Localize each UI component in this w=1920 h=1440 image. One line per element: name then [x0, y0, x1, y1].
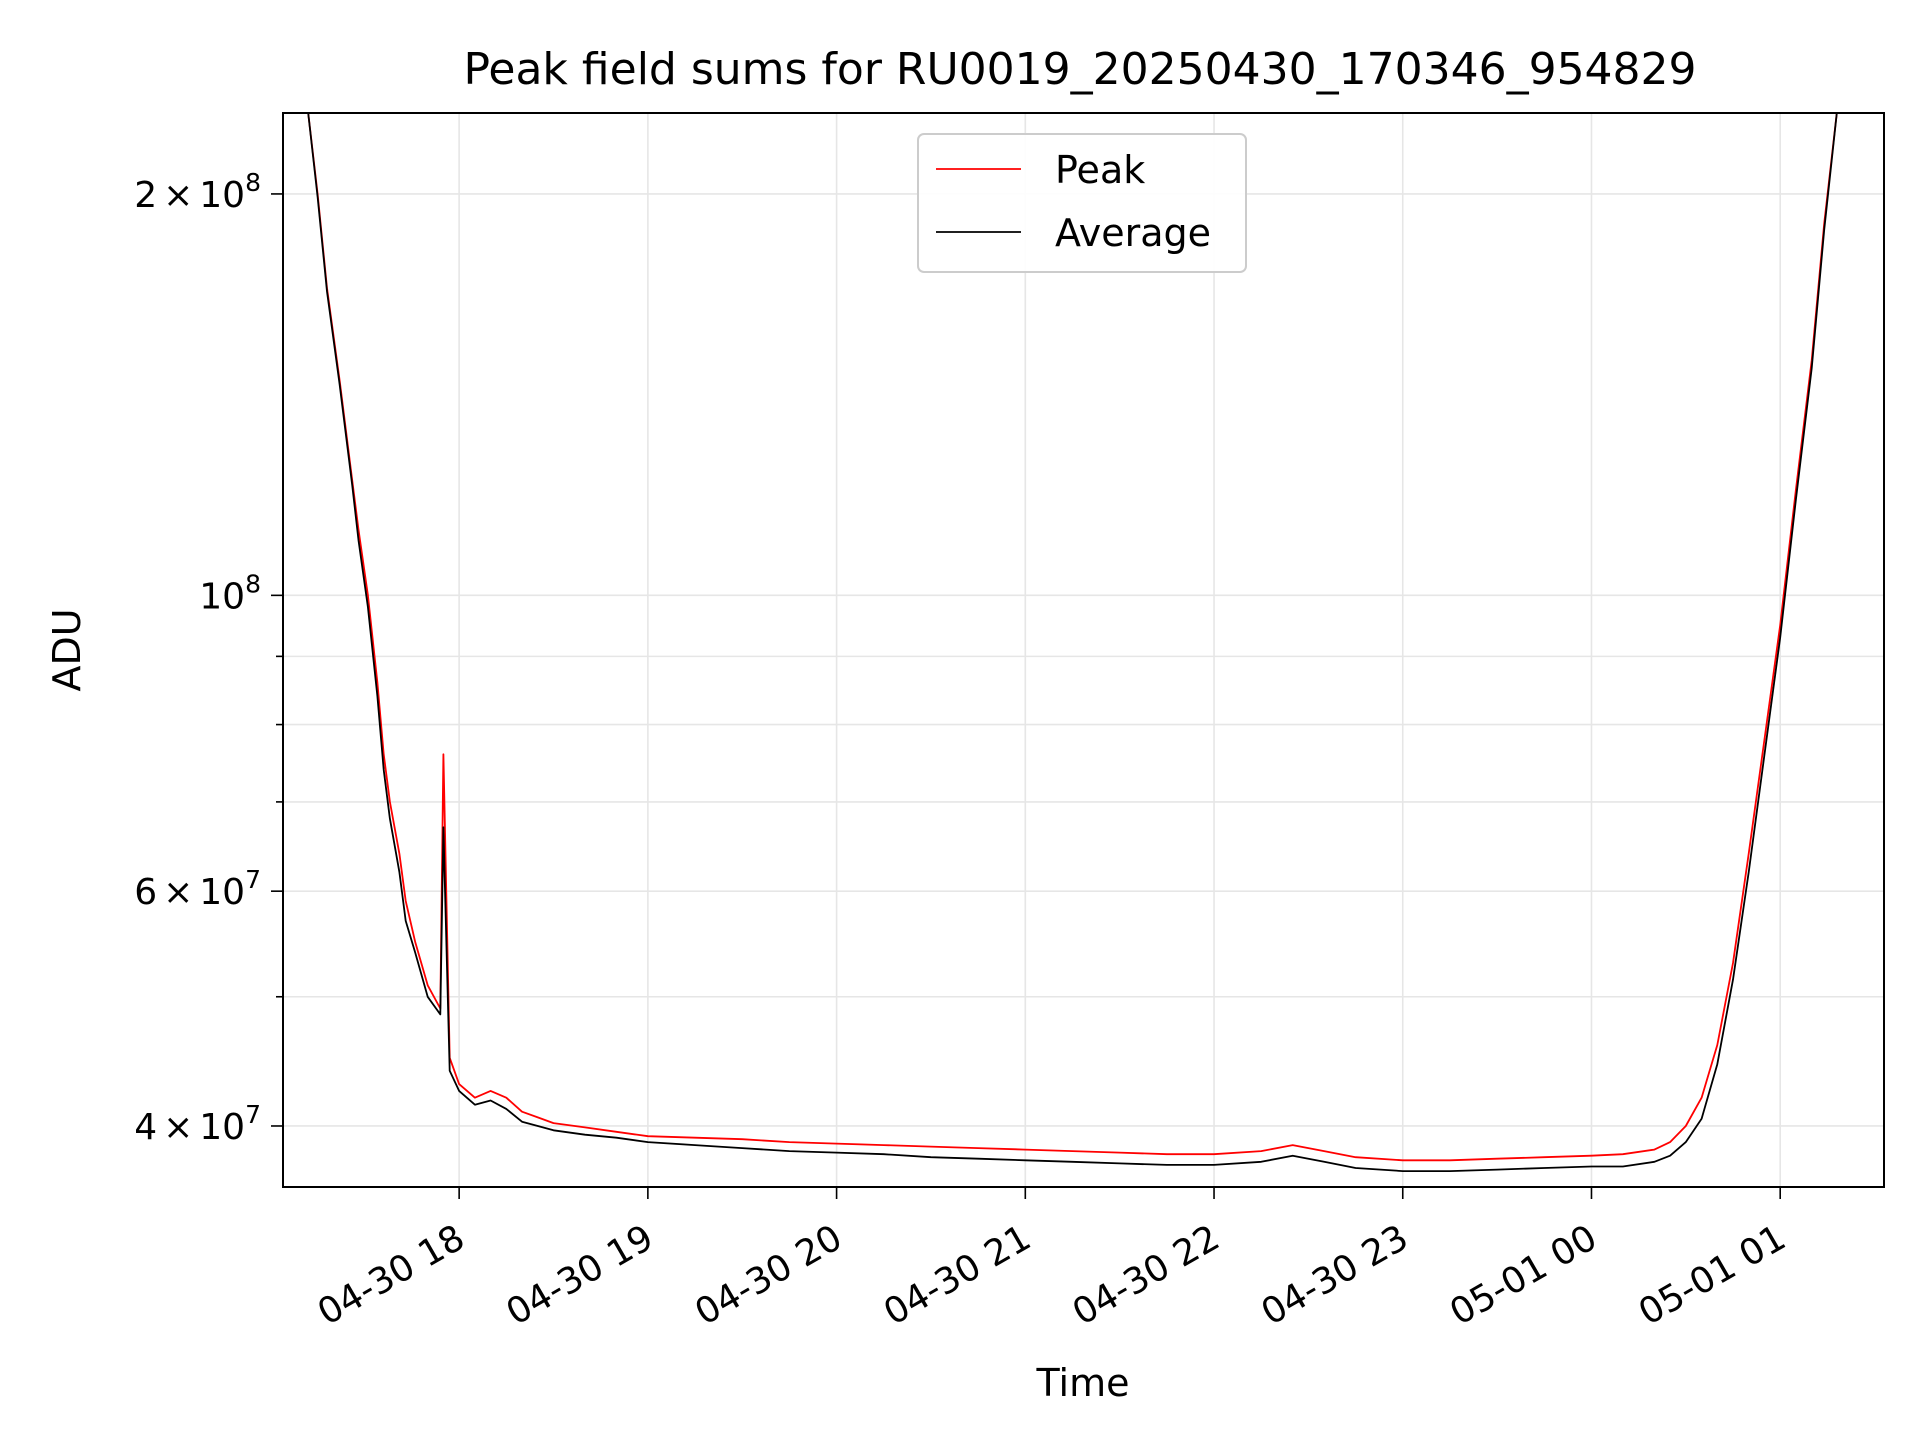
- y-tick-label: 108: [199, 569, 261, 617]
- y-tick-exponent: 8: [245, 569, 261, 598]
- x-axis-label: Time: [1036, 1361, 1130, 1405]
- y-tick-label: 6 × 107: [134, 865, 261, 913]
- y-tick-times: ×: [163, 1107, 193, 1148]
- y-tick-exponent: 8: [245, 168, 261, 197]
- y-tick-mantissa: 2: [134, 175, 157, 216]
- y-tick-label: 2 × 108: [134, 168, 261, 216]
- y-tick-label: 4 × 107: [134, 1100, 261, 1148]
- y-tick-exponent: 7: [245, 1100, 261, 1129]
- y-tick-base: 10: [199, 872, 245, 913]
- plot-frame: [282, 112, 1885, 1188]
- y-axis-label: ADU: [45, 608, 89, 691]
- y-tick-base: 10: [199, 1107, 245, 1148]
- grid-layer: [283, 113, 1884, 1187]
- series-line-peak: [307, 113, 1838, 1162]
- series-layer: [307, 113, 1838, 1172]
- y-tick-base: 10: [199, 576, 245, 617]
- legend-peak-label: Peak: [1055, 148, 1145, 192]
- y-tick-mantissa: 4: [134, 1107, 157, 1148]
- legend-average-label: Average: [1055, 211, 1211, 255]
- y-tick-times: ×: [163, 872, 193, 913]
- y-tick-times: ×: [163, 175, 193, 216]
- chart-title: Peak field sums for RU0019_20250430_1703…: [463, 44, 1696, 95]
- y-tick-base: 10: [199, 175, 245, 216]
- series-line-average: [307, 113, 1838, 1172]
- y-tick-exponent: 7: [245, 865, 261, 894]
- legend: Peak Average: [917, 133, 1247, 273]
- y-tick-mantissa: 6: [134, 872, 157, 913]
